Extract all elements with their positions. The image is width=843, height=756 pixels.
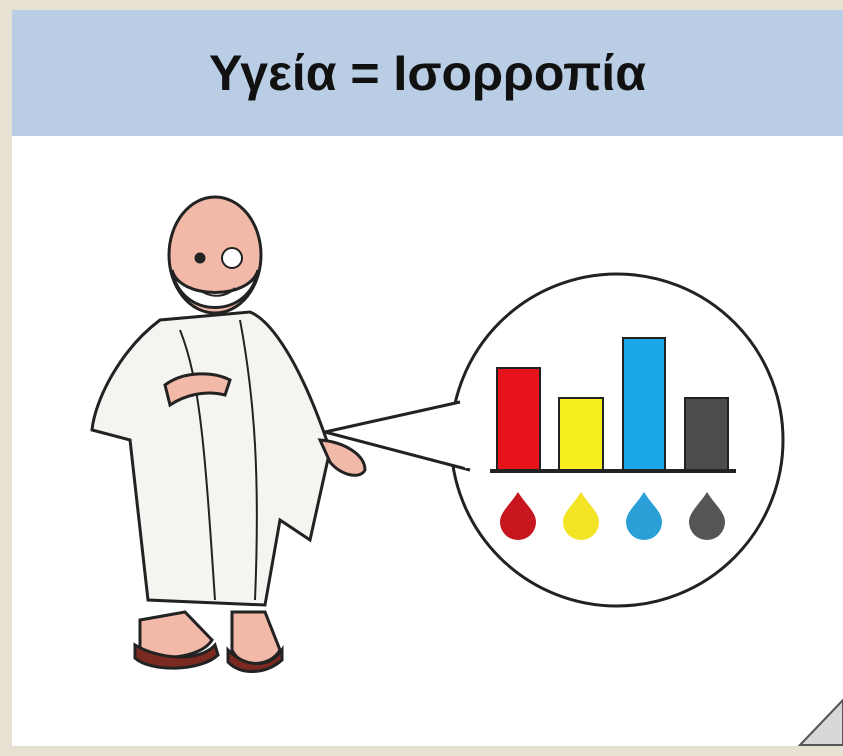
illustration — [0, 0, 843, 756]
hippocrates-figure — [92, 197, 365, 672]
slide: Υγεία = Ισορροπία — [0, 0, 843, 756]
page-curl — [800, 700, 843, 745]
